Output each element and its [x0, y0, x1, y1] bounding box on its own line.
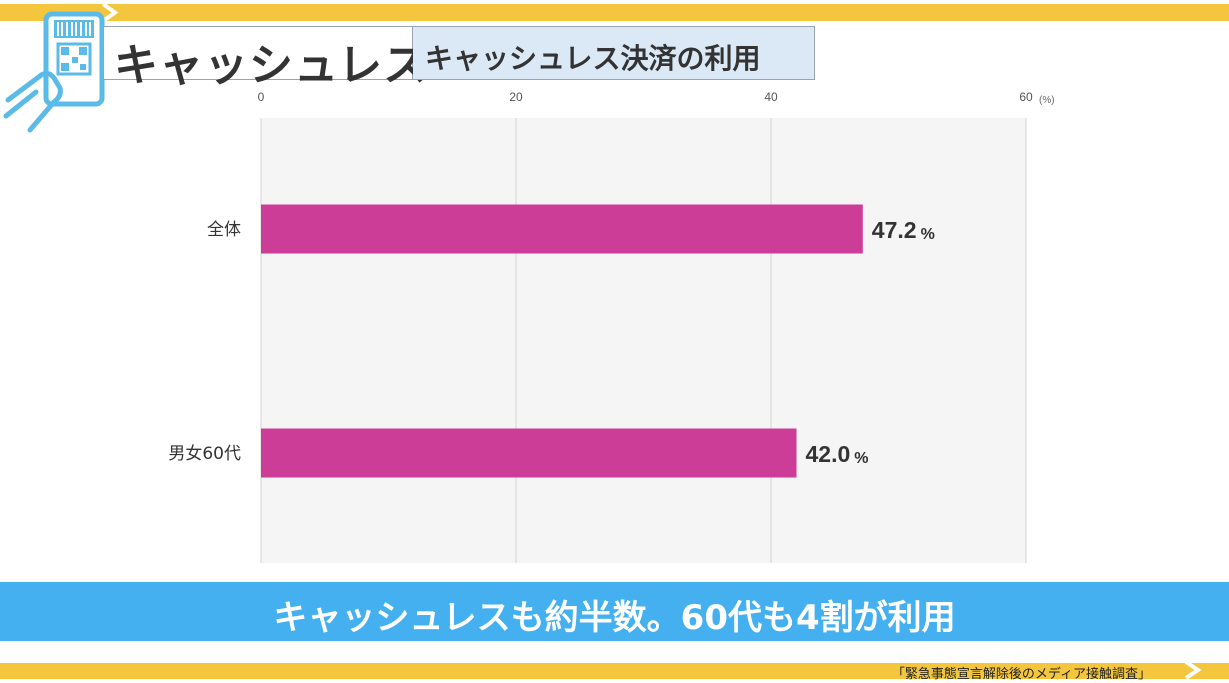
bottom-accent-bar — [0, 663, 1229, 679]
data-label-unit: % — [854, 450, 868, 467]
top-accent-bar — [0, 4, 1229, 21]
category-label: 全体 — [207, 220, 241, 240]
category-label: 男女60代 — [168, 444, 241, 464]
chevron-right-icon — [1184, 660, 1202, 680]
x-tick-label: 60 — [1019, 90, 1033, 104]
page-title: キャッシュレス — [114, 40, 429, 91]
x-unit-label: (%) — [1039, 95, 1055, 106]
chevron-right-icon — [101, 2, 119, 23]
page-subtitle: キャッシュレス決済の利用 — [425, 42, 761, 75]
page-subtitle-box: キャッシュレス決済の利用 — [413, 26, 815, 80]
data-label: 42.0 — [806, 441, 851, 467]
x-tick-label: 40 — [764, 90, 778, 104]
x-tick-label: 20 — [509, 90, 523, 104]
data-label-unit: % — [921, 226, 935, 243]
data-label: 47.2 — [872, 217, 917, 243]
page-title-box: キャッシュレス — [103, 26, 427, 91]
x-tick-label: 0 — [258, 90, 265, 104]
source-note: 「緊急事態宣言解除後のメディア接触調査」 — [891, 667, 1151, 682]
plot-area — [261, 118, 1026, 563]
summary-banner: キャッシュレスも約半数。60代も4割が利用 — [0, 582, 1229, 641]
smartphone-qr-icon — [3, 11, 105, 133]
bar-chart: 0 20 40 60 (%) 全体 47.2 % 男女60代 42.0% — [168, 90, 1055, 563]
bar — [261, 204, 863, 254]
summary-banner-text: キャッシュレスも約半数。60代も4割が利用 — [273, 598, 956, 638]
bar — [261, 428, 797, 478]
